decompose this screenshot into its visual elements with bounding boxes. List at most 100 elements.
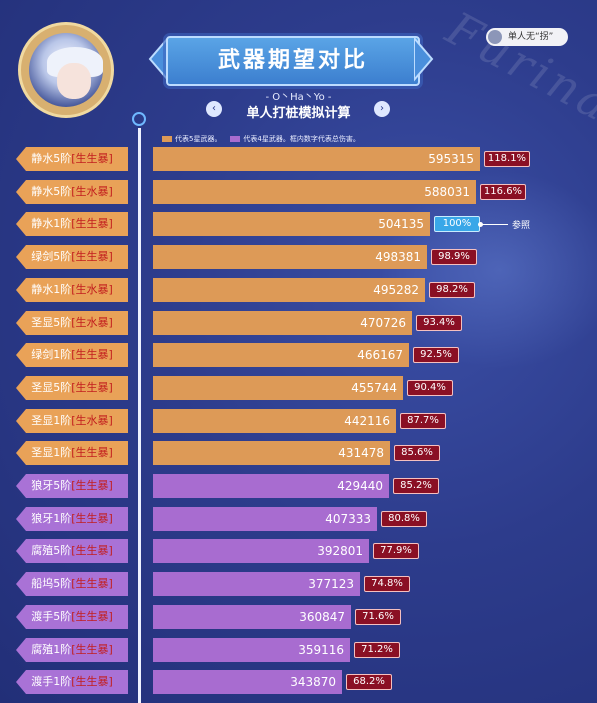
percent-badge: 68.2%: [346, 674, 392, 690]
weapon-name: 渡手5阶: [31, 610, 72, 623]
stat-config: [生水暴]: [71, 283, 113, 296]
percent-badge: 71.6%: [355, 609, 401, 625]
category-label: 渡手5阶[生生暴]: [16, 605, 128, 629]
bar-value-label: 470726: [360, 316, 406, 330]
banner-left-ornament: [148, 36, 168, 82]
bar: 442116: [153, 409, 396, 433]
weapon-name: 狼牙5阶: [31, 479, 72, 492]
bar-value-label: 407333: [325, 512, 371, 526]
stat-config: [生生暴]: [71, 381, 113, 394]
weapon-name: 绿剑5阶: [31, 250, 72, 263]
bar-value-label: 431478: [338, 446, 384, 460]
percent-badge: 71.2%: [354, 642, 400, 658]
character-avatar: [18, 22, 114, 118]
weapon-name: 腐殖5阶: [31, 544, 72, 557]
category-label: 圣显5阶[生水暴]: [16, 311, 128, 335]
stat-config: [生生暴]: [71, 643, 113, 656]
bar-value-label: 377123: [308, 577, 354, 591]
percent-badge: 85.6%: [394, 445, 440, 461]
bar-value-label: 595315: [428, 152, 474, 166]
category-label: 渡手1阶[生生暴]: [16, 670, 128, 694]
user-tag-label: 单人无“拐”: [508, 32, 554, 42]
percent-badge: 116.6%: [480, 184, 526, 200]
bar-value-label: 498381: [375, 250, 421, 264]
avatar-portrait: [29, 33, 103, 107]
percent-badge: 87.7%: [400, 413, 446, 429]
legend-four-star-label: 代表4星武器。框内数字代表总伤害。: [243, 135, 360, 143]
category-label: 圣显1阶[生水暴]: [16, 409, 128, 433]
reference-percent-badge: 100%: [434, 216, 480, 232]
category-label: 绿剑5阶[生生暴]: [16, 245, 128, 269]
stat-config: [生生暴]: [71, 544, 113, 557]
percent-badge: 93.4%: [416, 315, 462, 331]
category-label: 圣显5阶[生生暴]: [16, 376, 128, 400]
bar: 466167: [153, 343, 409, 367]
category-label: 静水5阶[生水暴]: [16, 180, 128, 204]
weapon-name: 静水1阶: [31, 283, 72, 296]
stat-config: [生生暴]: [71, 577, 113, 590]
bar-value-label: 495282: [373, 283, 419, 297]
stat-config: [生生暴]: [71, 675, 113, 688]
weapon-name: 圣显1阶: [31, 446, 72, 459]
subtitle: - O丶Ha丶Yo -: [265, 92, 332, 103]
bar-value-label: 360847: [299, 610, 345, 624]
weapon-name: 静水5阶: [31, 152, 72, 165]
bar-value-label: 466167: [357, 348, 403, 362]
stat-config: [生生暴]: [71, 250, 113, 263]
bar: 431478: [153, 441, 390, 465]
weapon-name: 圣显5阶: [31, 316, 72, 329]
percent-badge: 92.5%: [413, 347, 459, 363]
bar: 360847: [153, 605, 351, 629]
next-button[interactable]: ›: [374, 101, 390, 117]
stat-config: [生生暴]: [71, 348, 113, 361]
bar-value-label: 429440: [337, 479, 383, 493]
percent-badge: 118.1%: [484, 151, 530, 167]
percent-badge: 90.4%: [407, 380, 453, 396]
bar: 504135: [153, 212, 430, 236]
category-label: 腐殖1阶[生生暴]: [16, 638, 128, 662]
chart-legend: 代表5星武器。 代表4星武器。框内数字代表总伤害。: [162, 134, 360, 144]
category-label: 绿剑1阶[生生暴]: [16, 343, 128, 367]
category-label: 腐殖5阶[生生暴]: [16, 539, 128, 563]
stat-config: [生生暴]: [71, 446, 113, 459]
bar: 588031: [153, 180, 476, 204]
category-label: 狼牙1阶[生生暴]: [16, 507, 128, 531]
category-label: 圣显1阶[生生暴]: [16, 441, 128, 465]
percent-badge: 98.9%: [431, 249, 477, 265]
percent-badge: 74.8%: [364, 576, 410, 592]
bar: 359116: [153, 638, 350, 662]
subtitle-mode: 单人打桩模拟计算: [246, 106, 351, 121]
bar-value-label: 504135: [378, 217, 424, 231]
previous-button[interactable]: ‹: [206, 101, 222, 117]
signal-icon: [132, 112, 146, 126]
weapon-name: 渡手1阶: [31, 675, 72, 688]
weapon-name: 船坞5阶: [31, 577, 72, 590]
bar: 377123: [153, 572, 360, 596]
weapon-name: 腐殖1阶: [31, 643, 72, 656]
legend-swatch-five-star: [162, 136, 172, 142]
stat-config: [生水暴]: [71, 185, 113, 198]
weapon-name: 静水1阶: [31, 217, 72, 230]
stat-config: [生水暴]: [71, 414, 113, 427]
banner-right-ornament: [414, 36, 434, 82]
bar-value-label: 359116: [298, 643, 344, 657]
stat-config: [生生暴]: [71, 217, 113, 230]
bar: 455744: [153, 376, 403, 400]
reference-label: 参照: [512, 221, 531, 231]
category-label: 船坞5阶[生生暴]: [16, 572, 128, 596]
bar: 429440: [153, 474, 389, 498]
reference-marker-dot: [478, 222, 483, 227]
weapon-name: 圣显1阶: [31, 414, 72, 427]
user-tag[interactable]: 单人无“拐”: [486, 28, 568, 46]
bar: 495282: [153, 278, 425, 302]
percent-badge: 77.9%: [373, 543, 419, 559]
percent-badge: 80.8%: [381, 511, 427, 527]
bar-value-label: 343870: [290, 675, 336, 689]
bar-value-label: 442116: [344, 414, 390, 428]
bar: 470726: [153, 311, 412, 335]
bar-value-label: 392801: [317, 544, 363, 558]
bar: 392801: [153, 539, 369, 563]
category-label: 狼牙5阶[生生暴]: [16, 474, 128, 498]
bar: 498381: [153, 245, 427, 269]
user-avatar-icon: [488, 30, 502, 44]
